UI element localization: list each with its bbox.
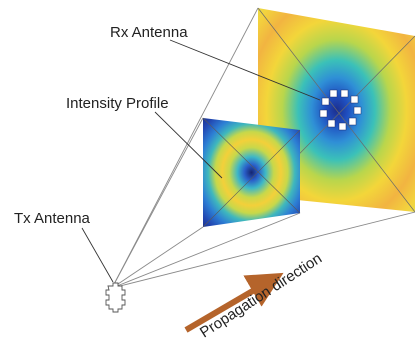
leader-rx-antenna <box>169 39 321 101</box>
intensity-profile-panel <box>202 117 301 228</box>
rx-element <box>327 119 336 128</box>
rx-element <box>321 97 330 106</box>
rx-antenna-array <box>319 89 362 131</box>
rx-element <box>338 122 347 131</box>
beam-line-upper-near <box>111 117 204 289</box>
rx-element <box>348 117 357 126</box>
rx-element <box>329 89 338 98</box>
beam-cone-lines <box>111 7 415 289</box>
propagation-arrow <box>184 272 284 333</box>
intensity-panel-diagonal-2 <box>202 129 301 228</box>
rx-antenna-label: Rx Antenna <box>110 24 188 41</box>
beam-line-upper-far <box>111 7 259 289</box>
rx-element <box>340 89 349 98</box>
beam-line-lower-far <box>111 211 415 289</box>
tx-antenna-label: Tx Antenna <box>14 210 91 227</box>
intensity-panel-plane <box>203 118 300 227</box>
intensity-panel-diagonal-1 <box>202 117 301 214</box>
intensity-profile-label: Intensity Profile <box>66 95 169 112</box>
beam-line-mid <box>111 226 204 289</box>
propagation-direction-label: Propagation direction <box>197 250 325 341</box>
rx-element <box>353 106 362 115</box>
tx-antenna-shape <box>105 282 126 313</box>
leader-intensity-profile <box>154 111 223 179</box>
rx-element <box>350 95 359 104</box>
rx-panel-diagonal-1 <box>257 7 415 213</box>
tx-antenna <box>105 282 126 313</box>
beam-line-lower-near <box>111 212 301 289</box>
rx-element <box>319 109 328 118</box>
leader-tx-antenna <box>81 227 114 283</box>
leader-lines <box>81 39 321 283</box>
